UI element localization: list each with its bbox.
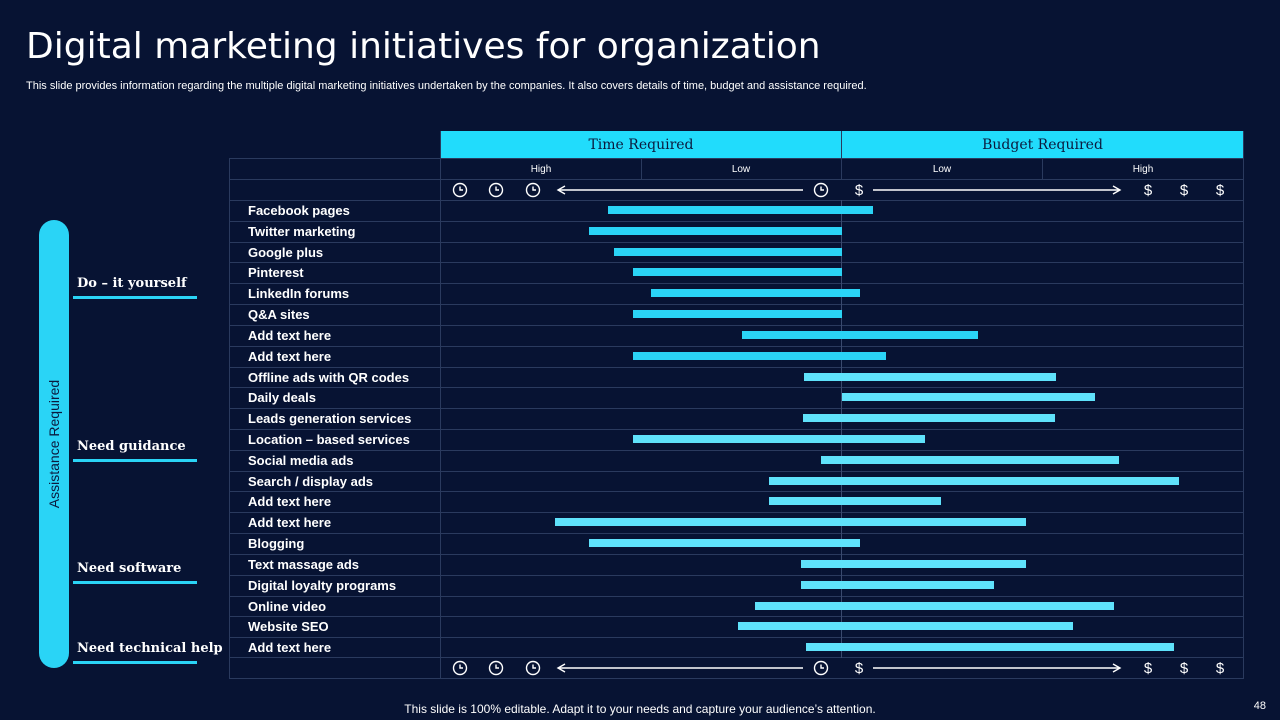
subheader-budget-high: High xyxy=(1132,164,1154,175)
row-label: Digital loyalty programs xyxy=(248,577,397,593)
category-underline xyxy=(73,581,197,584)
header-time-required: Time Required xyxy=(441,131,841,158)
initiative-bar xyxy=(737,622,1073,631)
initiative-bar xyxy=(769,476,1179,485)
row-label: Pinterest xyxy=(248,265,304,281)
row-label: Social media ads xyxy=(248,452,354,468)
scale-row-top: $ $ $ $ xyxy=(441,180,1243,200)
category-need-technical-help: Need technical help xyxy=(77,641,223,656)
row-label: Twitter marketing xyxy=(248,223,356,239)
dollar-sign-icon: $ xyxy=(855,660,864,677)
subheader-time-high: High xyxy=(530,164,552,175)
arrow-right-icon xyxy=(873,663,1122,673)
dollar-sign-icon: $ xyxy=(1144,660,1153,677)
dollar-sign-icon: $ xyxy=(855,182,864,199)
clock-icon xyxy=(813,182,829,198)
row-label: Add text here xyxy=(248,515,332,531)
slide-title: Digital marketing initiatives for organi… xyxy=(26,26,821,67)
clock-icon xyxy=(525,660,541,676)
initiative-bar xyxy=(741,330,979,339)
clock-icon xyxy=(488,182,504,198)
row-label: Facebook pages xyxy=(248,203,350,218)
initiative-bar xyxy=(769,497,941,506)
row-label: Add text here xyxy=(248,494,332,510)
subheader-budget-low: Low xyxy=(932,164,952,175)
row-label: Add text here xyxy=(248,327,332,343)
subheader-time-low: Low xyxy=(731,164,751,175)
initiative-bar xyxy=(805,643,1175,652)
row-label: Leads generation services xyxy=(248,411,412,427)
dollar-sign-icon: $ xyxy=(1216,182,1225,199)
initiative-bar xyxy=(554,518,1027,527)
row-label: Add text here xyxy=(248,640,332,656)
initiative-bar xyxy=(589,539,860,548)
page-number: 48 xyxy=(1253,700,1266,712)
row-label: Daily deals xyxy=(248,390,316,406)
double-arrow-icon xyxy=(556,663,803,673)
row-label: Offline ads with QR codes xyxy=(248,369,410,385)
initiative-bar xyxy=(755,601,1114,610)
initiative-bar xyxy=(801,559,1027,568)
initiative-bar xyxy=(803,372,1057,381)
initiative-bar xyxy=(607,206,874,214)
clock-icon xyxy=(488,660,504,676)
row-label: Text massage ads xyxy=(248,556,360,572)
initiative-bar xyxy=(633,435,925,444)
slide-subtitle: This slide provides information regardin… xyxy=(26,80,867,92)
dollar-sign-icon: $ xyxy=(1180,660,1189,677)
clock-icon xyxy=(813,660,829,676)
category-underline xyxy=(73,459,197,462)
row-label: Search / display ads xyxy=(248,473,374,489)
footer-note: This slide is 100% editable. Adapt it to… xyxy=(404,702,876,716)
initiative-bar xyxy=(842,393,1096,402)
initiative-bar xyxy=(651,289,860,298)
clock-icon xyxy=(452,182,468,198)
initiative-bar xyxy=(614,247,842,256)
row-label: Q&A sites xyxy=(248,307,310,323)
initiative-bar xyxy=(633,310,842,319)
category-do-it-yourself: Do – it yourself xyxy=(77,276,187,291)
dollar-sign-icon: $ xyxy=(1216,660,1225,677)
assistance-required-pill xyxy=(39,220,69,668)
category-need-software: Need software xyxy=(77,561,182,576)
initiative-bar xyxy=(633,351,887,360)
arrow-right-icon xyxy=(873,185,1122,195)
initiative-bar xyxy=(821,455,1120,464)
dollar-sign-icon: $ xyxy=(1144,182,1153,199)
row-label: Add text here xyxy=(248,348,332,364)
clock-icon xyxy=(452,660,468,676)
row-label: Online video xyxy=(248,598,327,614)
initiative-bar xyxy=(802,414,1055,423)
dollar-sign-icon: $ xyxy=(1180,182,1189,199)
category-need-guidance: Need guidance xyxy=(77,439,186,454)
scale-row-bottom: $ $ $ $ xyxy=(441,658,1243,678)
double-arrow-icon xyxy=(556,185,803,195)
initiative-bar xyxy=(589,226,842,235)
row-label: Website SEO xyxy=(248,619,329,635)
clock-icon xyxy=(525,182,541,198)
category-underline xyxy=(73,296,197,299)
category-underline xyxy=(73,661,197,664)
row-label: Blogging xyxy=(248,536,305,552)
row-label: Google plus xyxy=(248,244,324,260)
initiative-bar xyxy=(633,268,842,277)
header-budget-required: Budget Required xyxy=(842,131,1243,158)
row-label: Location – based services xyxy=(248,432,410,448)
initiative-bar xyxy=(801,580,994,589)
row-label: LinkedIn forums xyxy=(248,286,350,302)
